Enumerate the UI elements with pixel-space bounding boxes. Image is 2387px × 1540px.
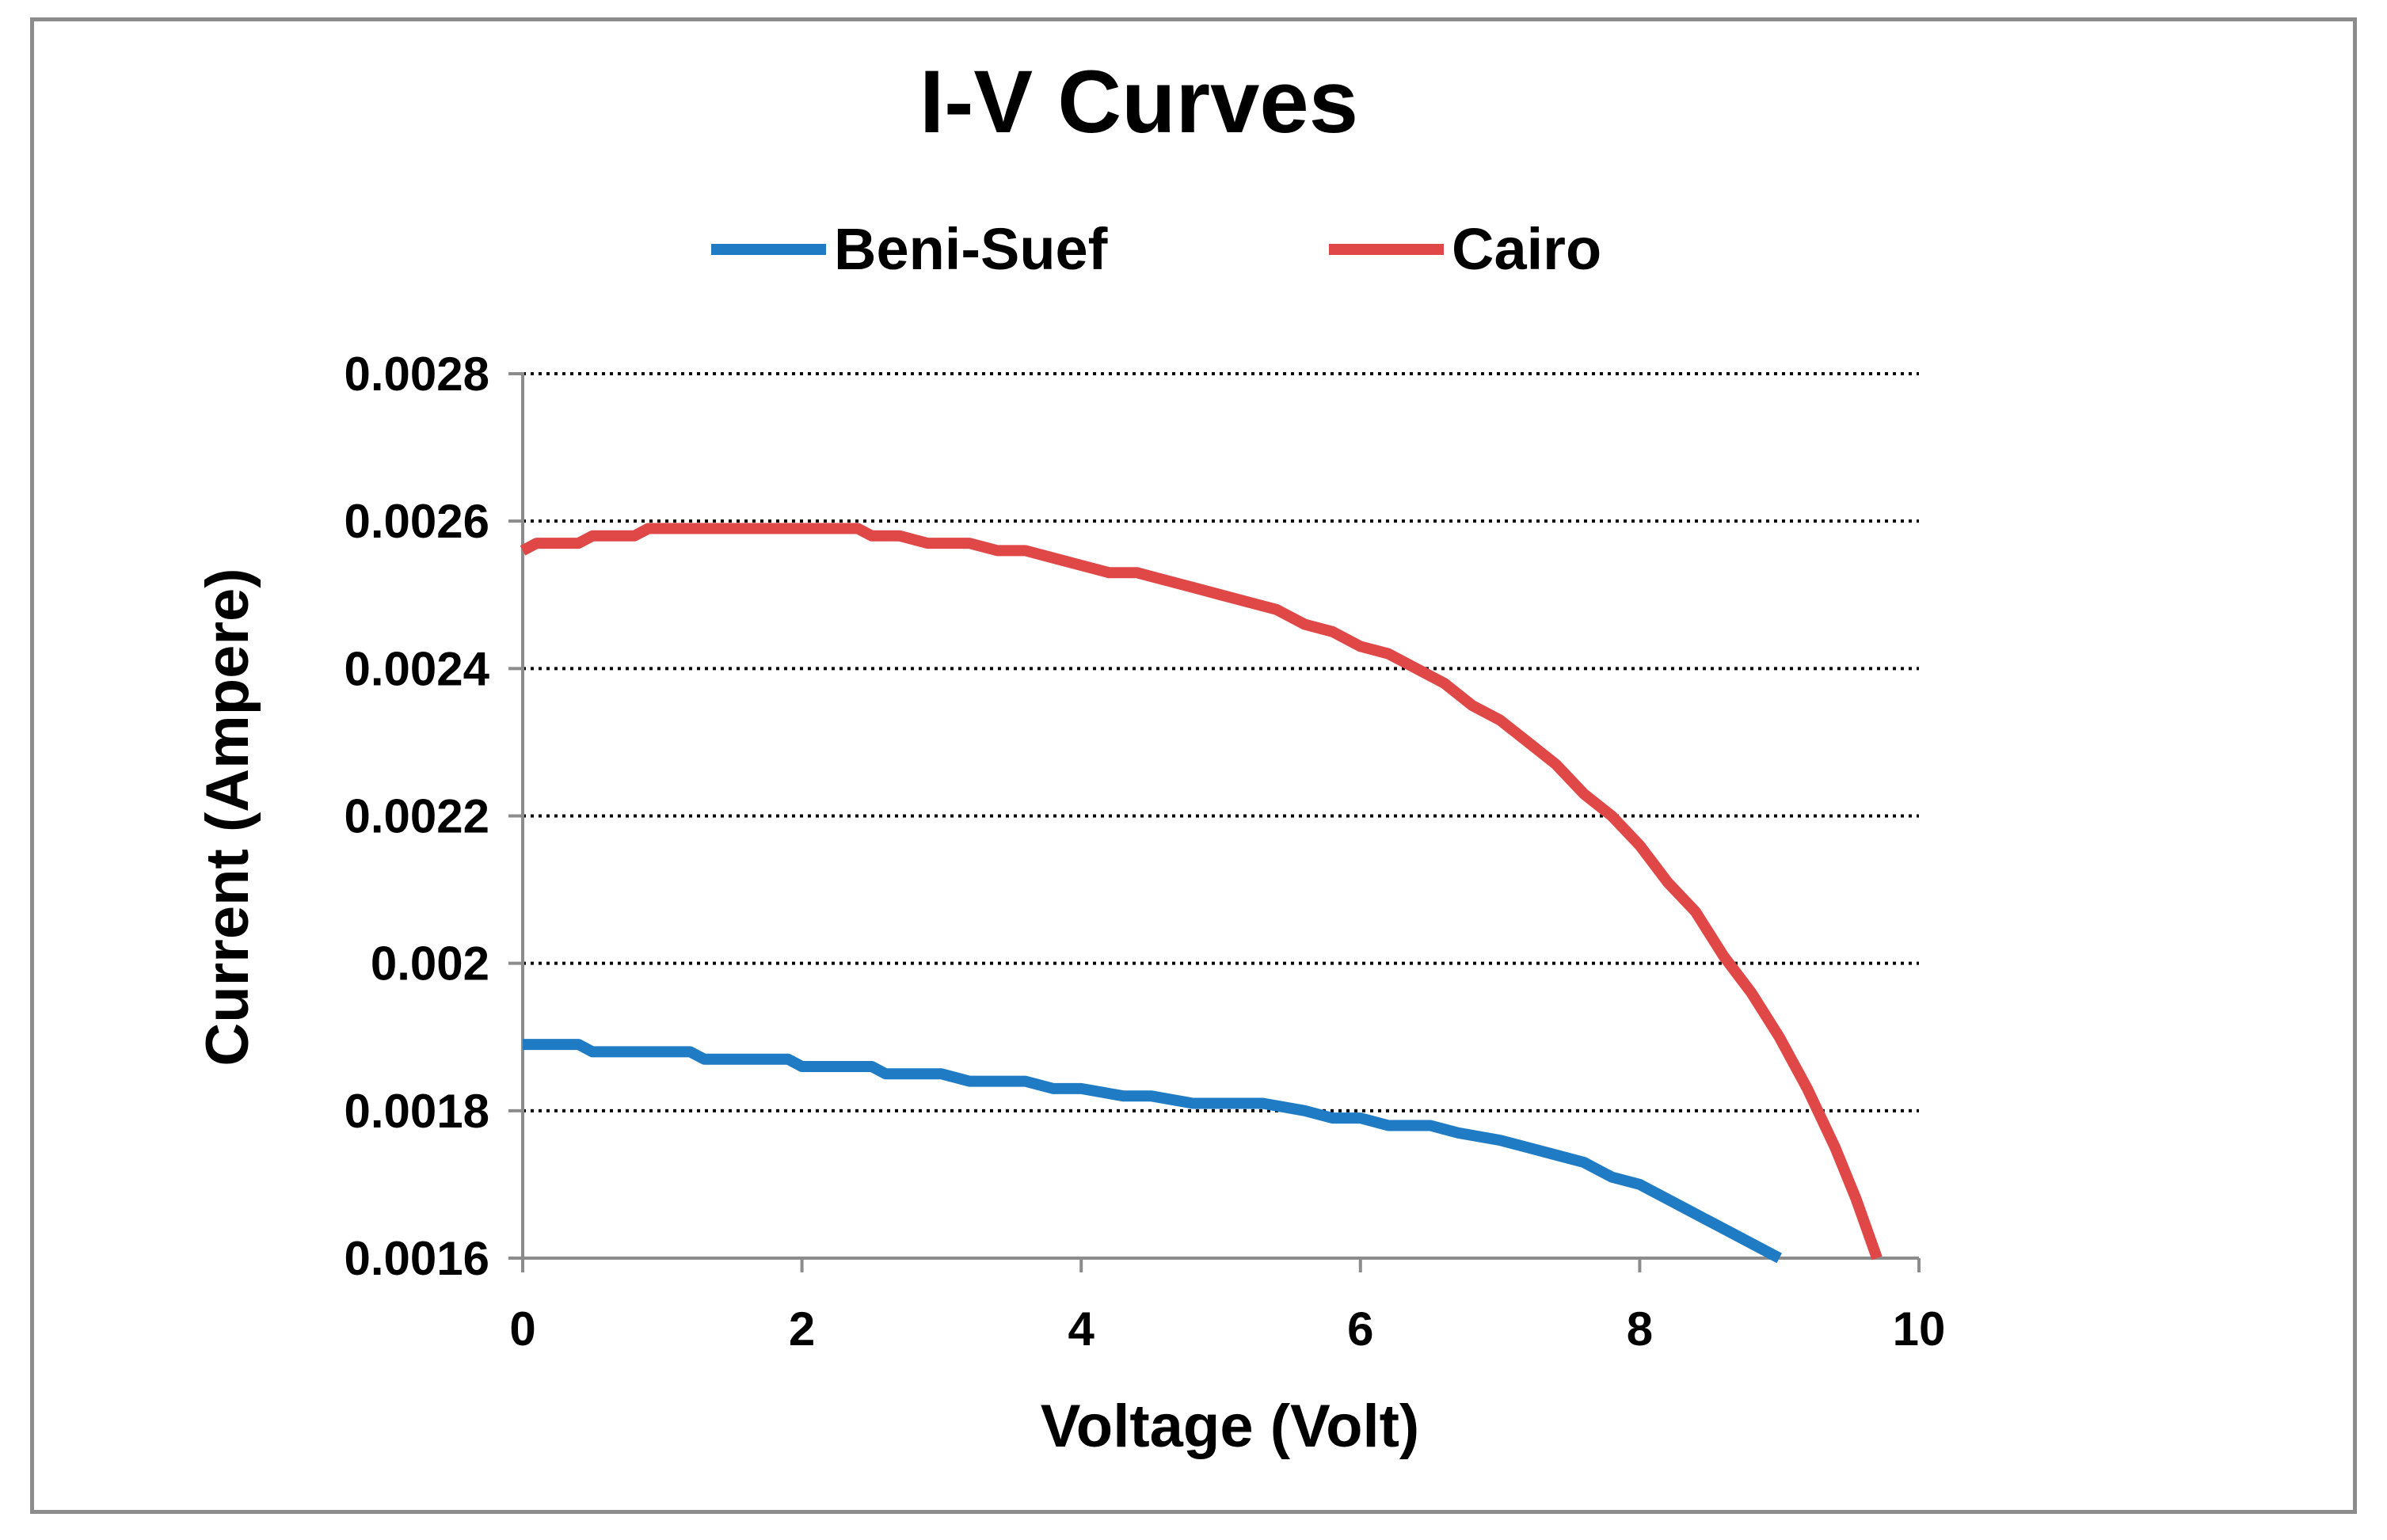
series-lines <box>520 523 1883 1264</box>
x-tick-label-4: 4 <box>1068 1302 1095 1356</box>
series-line-cairo <box>520 523 1883 1261</box>
x-tick-labels: 0 2 4 6 8 10 <box>509 1302 1945 1356</box>
axes <box>508 372 1921 1272</box>
chart-frame: I-V Curves Beni-Suef Cairo 0.0016 0.0018 0… <box>30 17 2357 1514</box>
y-tick-labels: 0.0016 0.0018 0.002 0.0022 0.0024 0.0026 0.002… <box>344 348 489 1285</box>
x-axis-title: Voltage (Volt) <box>1041 1393 1420 1460</box>
y-tick-label-0.002: 0.002 <box>371 937 489 991</box>
legend: Beni-Suef Cairo <box>711 216 1601 282</box>
y-tick-label-0.0024: 0.0024 <box>344 642 489 695</box>
legend-label-beni-suef: Beni-Suef <box>834 216 1108 282</box>
chart-title: I-V Curves <box>919 52 1358 151</box>
series-line-beni-suef <box>523 1039 1782 1264</box>
y-tick-label-0.0016: 0.0016 <box>344 1232 489 1285</box>
y-axis-title: Current (Ampere) <box>194 568 261 1066</box>
x-tick-label-10: 10 <box>1893 1302 1946 1356</box>
x-tick-label-8: 8 <box>1627 1302 1653 1356</box>
y-tick-label-0.0026: 0.0026 <box>344 495 489 548</box>
x-tick-label-0: 0 <box>509 1302 535 1356</box>
x-tick-label-6: 6 <box>1347 1302 1373 1356</box>
y-tick-label-0.0022: 0.0022 <box>344 790 489 843</box>
legend-label-cairo: Cairo <box>1452 216 1601 282</box>
y-tick-label-0.0018: 0.0018 <box>344 1085 489 1138</box>
y-tick-label-0.0028: 0.0028 <box>344 348 489 401</box>
x-tick-label-2: 2 <box>789 1302 815 1356</box>
iv-chart: I-V Curves Beni-Suef Cairo 0.00160.00180… <box>194 52 1945 1460</box>
gridlines <box>523 372 1919 1112</box>
